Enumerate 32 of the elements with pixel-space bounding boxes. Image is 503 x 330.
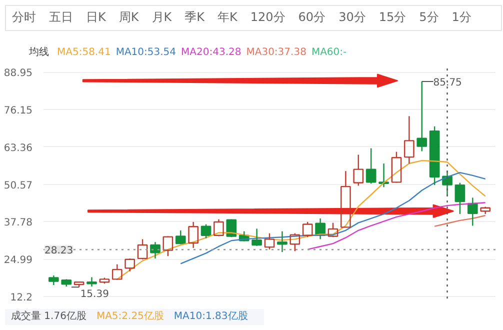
text: MA5:2.25亿股 — [96, 311, 164, 322]
candlestick — [188, 221, 198, 249]
text: MA5:58.41 — [57, 47, 111, 58]
y-tick-label: 63.36 — [4, 142, 33, 154]
legend-label: MA60:- — [311, 47, 347, 58]
candlestick — [404, 116, 414, 164]
line-series — [306, 202, 486, 250]
legend-title: 均线 — [29, 47, 49, 58]
y-tick-label: 50.57 — [4, 180, 33, 192]
text: MA10:53.54 — [116, 47, 176, 58]
annotation: 85.75 — [433, 78, 462, 89]
y-tick-label: 76.15 — [4, 106, 33, 117]
candlestick — [480, 206, 491, 215]
y-tick-label: 12.2 — [10, 292, 32, 304]
candlestick — [252, 228, 262, 246]
candlestick — [48, 274, 59, 286]
text: MA10:1.83亿股 — [174, 311, 248, 322]
candlestick — [277, 230, 288, 253]
candlestick — [61, 278, 72, 288]
line-series — [434, 214, 486, 227]
y-tick-label: 24.99 — [4, 255, 33, 266]
y-tick-label: 37.78 — [4, 218, 33, 229]
text: MA30:37.38 — [246, 47, 306, 58]
candlestick — [86, 276, 97, 288]
y-tick-label: 88.95 — [4, 68, 33, 80]
annotation: 15.39 — [80, 289, 109, 300]
chart-title: 分时 五日 日K 周K 月K 季K 年K 120分 60分 30分 15分 5分 1分 — [12, 10, 472, 24]
line-series — [180, 172, 486, 264]
text: 成交量 1.76亿股 — [11, 311, 86, 322]
candlestick — [150, 241, 160, 260]
ref-line-label: 28.23 — [44, 246, 74, 257]
text: MA20:43.28 — [181, 47, 242, 58]
